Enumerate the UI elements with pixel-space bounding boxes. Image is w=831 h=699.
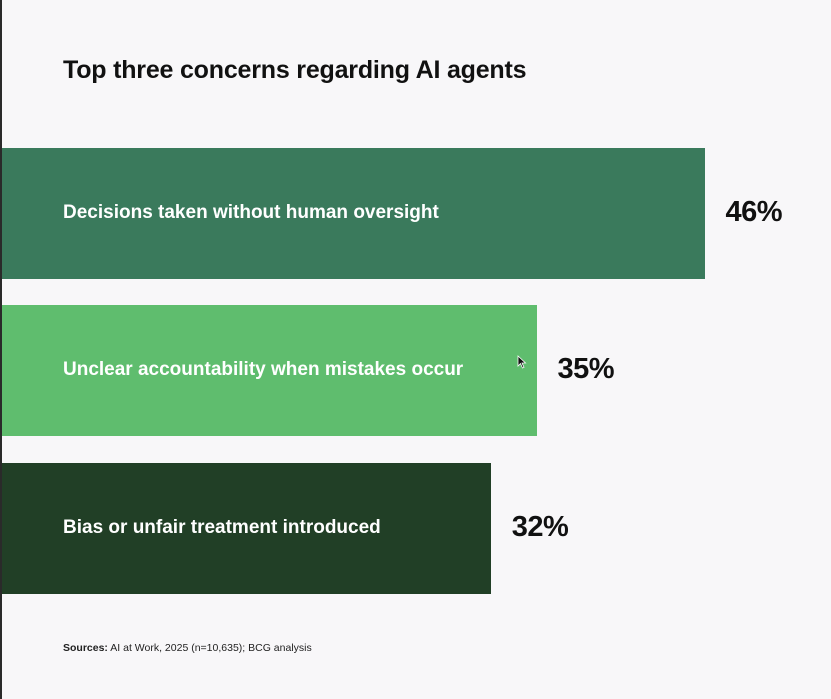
bar-value-1: 46% [725,195,783,228]
bar-label-1: Decisions taken without human oversight [63,201,439,223]
window-left-edge [0,0,2,699]
bar-value-3: 32% [511,510,569,543]
bar-3 [2,463,491,594]
source-text: AI at Work, 2025 (n=10,635); BCG analysi… [110,642,312,654]
source-note: Sources: AI at Work, 2025 (n=10,635); BC… [63,642,312,654]
bar-value-2: 35% [557,352,615,385]
bar-label-3: Bias or unfair treatment introduced [63,516,381,538]
source-label: Sources: [63,642,108,654]
bar-1 [2,148,705,279]
bar-label-2: Unclear accountability when mistakes occ… [63,358,464,380]
chart-title: Top three concerns regarding AI agents [63,56,527,84]
mouse-cursor-icon [517,355,527,369]
bar-2 [2,305,537,436]
